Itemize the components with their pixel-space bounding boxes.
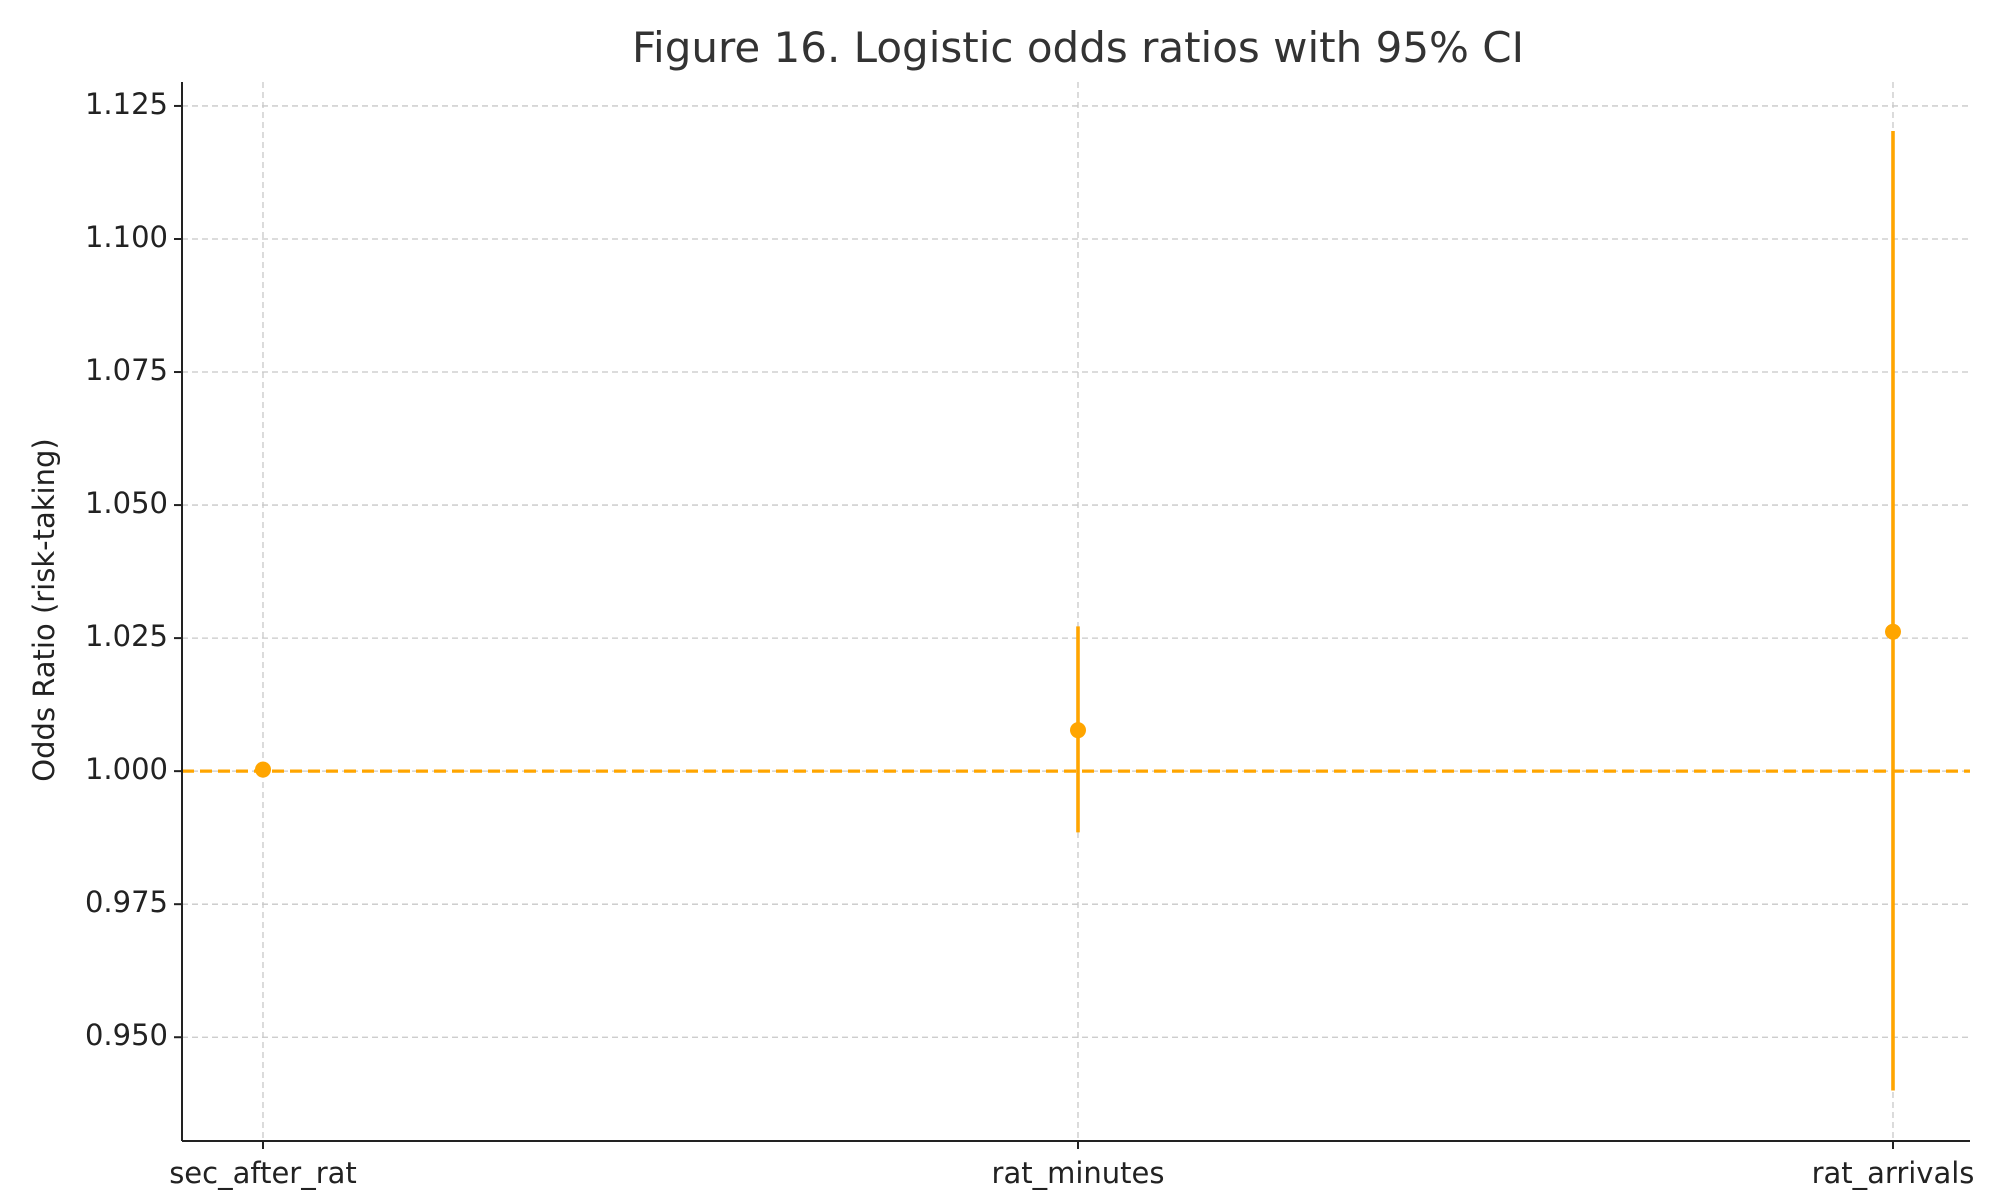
y-tick-label: 0.950: [85, 1018, 168, 1052]
y-tick-label: 1.075: [85, 353, 168, 387]
y-tick-label: 1.000: [85, 752, 168, 786]
y-tick-label: 1.025: [85, 619, 168, 653]
chart-title: Figure 16. Logistic odds ratios with 95%…: [632, 23, 1524, 72]
point-rat_arrivals: [1885, 623, 1901, 640]
grid-layer: [182, 82, 1970, 1141]
y-tick-label: 0.975: [85, 885, 168, 919]
x-tick-label: rat_minutes: [992, 1156, 1165, 1190]
y-tick-label: 1.100: [85, 220, 168, 254]
axis-layer: 0.950 0.975 1.000 1.025 1.050 1.075 1.100 1.125…: [85, 82, 1974, 1190]
point-rat_minutes: [1070, 722, 1086, 739]
y-tick-label: 1.050: [85, 486, 168, 520]
point-sec_after_rat: [255, 761, 271, 778]
series-layer: [255, 130, 1901, 1091]
y-axis-label: Odds Ratio (risk-taking): [27, 438, 61, 781]
y-tick-label: 1.125: [85, 87, 168, 121]
x-tick-label: sec_after_rat: [169, 1156, 357, 1190]
x-tick-label: rat_arrivals: [1812, 1156, 1975, 1190]
